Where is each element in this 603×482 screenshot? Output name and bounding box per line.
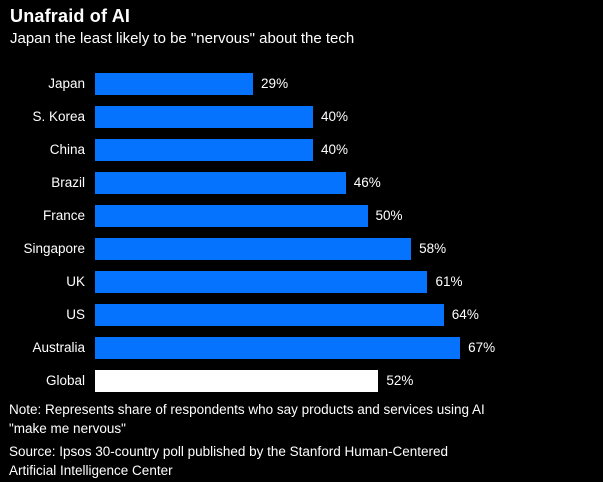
value-label: 40% [321,142,349,157]
value-label: 67% [468,340,496,355]
bar [95,303,444,326]
bar-row: Brazil 46% [0,166,603,199]
bar [95,336,461,359]
bar-row: Singapore 58% [0,232,603,265]
category-label: S. Korea [32,109,85,124]
bar [95,270,428,293]
bar [95,72,254,95]
bar-track: 58% [95,237,603,260]
bar-track: 40% [95,138,603,161]
bar-row: Global 52% [0,364,603,397]
bar-track: 40% [95,105,603,128]
category-label: Australia [32,340,85,355]
value-label: 50% [375,208,403,223]
bar-track: 50% [95,204,603,227]
value-label: 46% [353,175,381,190]
bar [95,204,368,227]
note-text: Note: Represents share of respondents wh… [9,402,485,436]
value-label: 64% [451,307,479,322]
bar [95,171,346,194]
value-label: 58% [419,241,447,256]
bar-row: UK 61% [0,265,603,298]
bar-track: 46% [95,171,603,194]
category-label: UK [66,274,85,289]
bar-row: China 40% [0,133,603,166]
category-label: US [66,307,85,322]
bar-track: 61% [95,270,603,293]
bar-row: France 50% [0,199,603,232]
value-label: 52% [386,373,414,388]
category-label: China [49,142,85,157]
bar [95,138,313,161]
bar-row: Japan 29% [0,67,603,100]
chart-subtitle: Japan the least likely to be "nervous" a… [10,30,355,47]
bar-row: S. Korea 40% [0,100,603,133]
bar-row: Australia 67% [0,331,603,364]
bar-chart: Japan 29% S. Korea 40% China 40% [0,67,603,397]
category-label: Global [45,373,85,388]
bar-track: 52% [95,369,603,392]
value-label: 29% [261,76,289,91]
bar [95,369,379,392]
bar [95,237,412,260]
chart-footer: Note: Represents share of respondents wh… [9,401,599,480]
bar-row: US 64% [0,298,603,331]
chart-title: Unafraid of AI [10,6,131,26]
bar [95,105,313,128]
value-label: 40% [321,109,349,124]
bar-track: 67% [95,336,603,359]
category-label: Japan [48,76,85,91]
source-text: Source: Ipsos 30-country poll published … [9,444,449,478]
bar-track: 64% [95,303,603,326]
category-label: Brazil [51,175,85,190]
value-label: 61% [435,274,463,289]
bar-track: 29% [95,72,603,95]
category-label: France [42,208,85,223]
category-label: Singapore [23,241,85,256]
